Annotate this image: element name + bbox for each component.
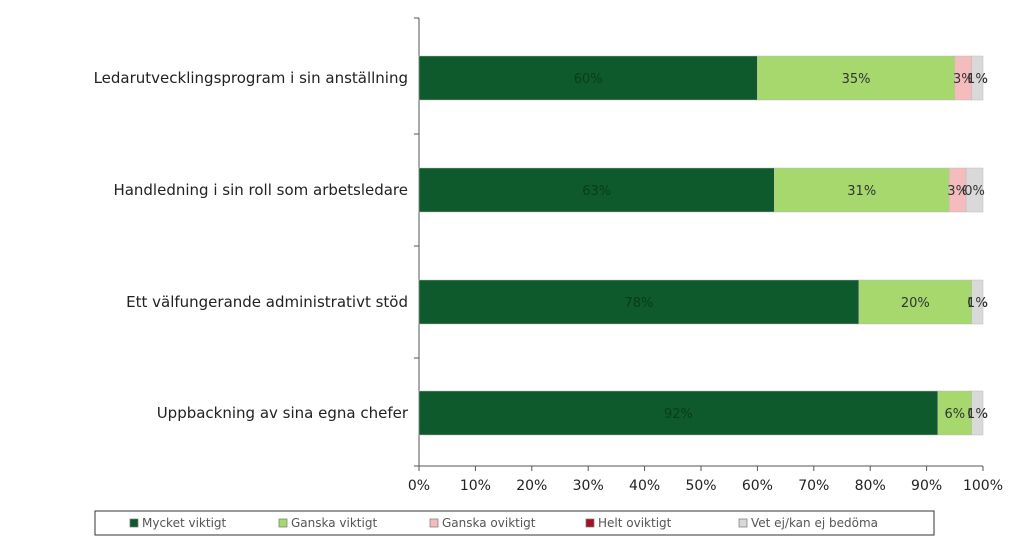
chart-bars: 60%35%3%0%1%63%31%3%0%0%78%20%0%0%1%92%6… (418, 55, 988, 436)
bar-segment (937, 390, 972, 436)
data-label: 3% (953, 72, 974, 87)
bar-segment (418, 390, 939, 436)
bar-segment (757, 55, 956, 101)
x-tick-label: 90% (911, 478, 942, 494)
bar-segment (418, 55, 758, 101)
category-label: Ledarutvecklingsprogram i sin anställnin… (94, 69, 408, 87)
data-label: 0% (964, 184, 985, 199)
bar-segment (965, 167, 984, 213)
legend-swatch (129, 518, 139, 528)
legend-label: Ganska viktigt (291, 516, 377, 530)
bar-segment (858, 279, 972, 325)
x-tick-label: 70% (798, 478, 829, 494)
data-label: 1% (967, 296, 988, 311)
bar-segment (418, 167, 775, 213)
x-tick-label: 20% (516, 478, 547, 494)
x-tick-label: 10% (460, 478, 491, 494)
legend-box (94, 510, 935, 536)
legend-label: Mycket viktigt (142, 516, 227, 530)
bar-segment (971, 390, 984, 436)
x-axis-ticks: 0% 10% 20% 30% 40% 50% 60% 70% 80% 90% 100% (408, 466, 1003, 494)
data-label: 1% (967, 407, 988, 422)
data-label: 3% (947, 184, 968, 199)
legend-label: Ganska oviktigt (442, 516, 536, 530)
legend-swatch (278, 518, 288, 528)
data-label: 6% (944, 407, 965, 422)
legend-swatch (429, 518, 439, 528)
category-label: Ett välfungerande administrativt stöd (126, 293, 408, 311)
data-label: 63% (582, 184, 611, 199)
data-label: 78% (625, 296, 654, 311)
category-labels: Ledarutvecklingsprogram i sin anställnin… (94, 69, 409, 422)
data-label: 20% (901, 296, 930, 311)
x-tick-label: 80% (855, 478, 886, 494)
bar-segment (971, 55, 984, 101)
bar-segment (971, 279, 984, 325)
legend-swatch (738, 518, 748, 528)
x-tick-label: 60% (742, 478, 773, 494)
x-tick-label: 100% (963, 478, 1003, 494)
bar-segment (418, 279, 860, 325)
category-label: Handledning i sin roll som arbetsledare (113, 181, 408, 199)
bar-segment (774, 167, 950, 213)
x-tick-label: 0% (408, 478, 430, 494)
legend-label: Helt oviktigt (598, 516, 672, 530)
x-tick-label: 50% (685, 478, 716, 494)
data-label: 92% (664, 407, 693, 422)
legend-swatch (585, 518, 595, 528)
x-tick-label: 40% (629, 478, 660, 494)
data-label: 1% (967, 72, 988, 87)
data-label: 35% (842, 72, 871, 87)
category-label: Uppbackning av sina egna chefer (157, 404, 409, 422)
chart-legend: Mycket viktigt Ganska viktigt Ganska ovikt… (94, 510, 935, 536)
x-tick-label: 30% (573, 478, 604, 494)
data-label: 60% (574, 72, 603, 87)
legend-label: Vet ej/kan ej bedöma (751, 516, 878, 530)
data-label: 31% (847, 184, 876, 199)
